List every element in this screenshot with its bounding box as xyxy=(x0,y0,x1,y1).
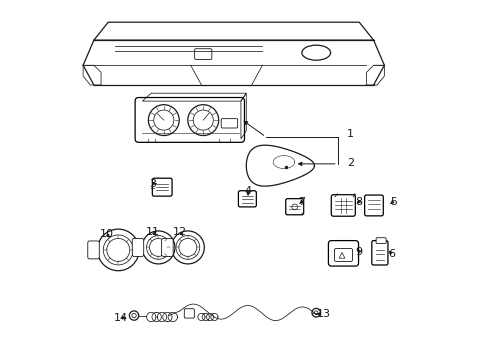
Text: 3: 3 xyxy=(149,179,156,189)
FancyBboxPatch shape xyxy=(334,248,352,261)
Text: 13: 13 xyxy=(316,310,330,319)
Text: 6: 6 xyxy=(387,248,394,258)
FancyBboxPatch shape xyxy=(375,238,386,243)
Text: 11: 11 xyxy=(146,227,160,237)
Text: 1: 1 xyxy=(346,129,353,139)
Text: 10: 10 xyxy=(99,229,113,239)
Text: 7: 7 xyxy=(298,197,305,207)
FancyBboxPatch shape xyxy=(194,49,211,59)
Text: 9: 9 xyxy=(355,247,362,257)
FancyBboxPatch shape xyxy=(328,240,358,266)
Text: 4: 4 xyxy=(244,186,251,196)
FancyBboxPatch shape xyxy=(184,309,194,318)
FancyBboxPatch shape xyxy=(132,238,143,256)
FancyBboxPatch shape xyxy=(364,195,383,216)
FancyBboxPatch shape xyxy=(330,195,355,216)
FancyBboxPatch shape xyxy=(238,191,256,207)
Text: 8: 8 xyxy=(355,197,362,207)
FancyBboxPatch shape xyxy=(162,238,173,256)
Text: 12: 12 xyxy=(173,227,186,237)
FancyBboxPatch shape xyxy=(152,178,172,196)
FancyBboxPatch shape xyxy=(88,241,99,259)
FancyBboxPatch shape xyxy=(221,119,237,128)
Text: 14: 14 xyxy=(114,313,127,323)
Text: 2: 2 xyxy=(346,158,353,168)
FancyBboxPatch shape xyxy=(135,98,244,142)
FancyBboxPatch shape xyxy=(371,240,387,265)
FancyBboxPatch shape xyxy=(285,199,303,215)
Text: 5: 5 xyxy=(389,197,396,207)
